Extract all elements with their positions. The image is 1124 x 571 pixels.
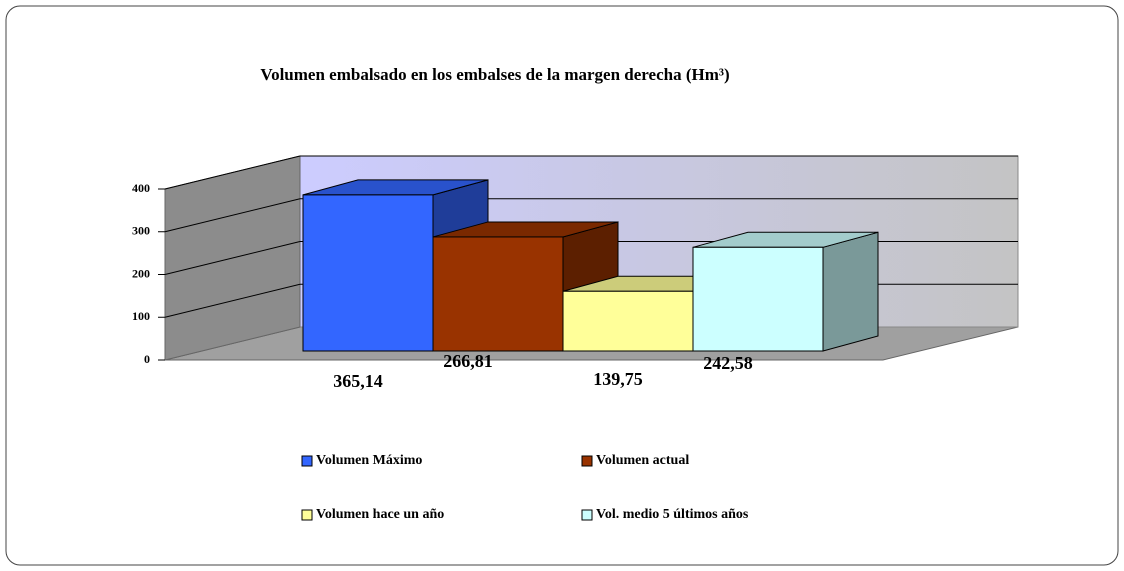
y-tick-label: 300 — [132, 224, 150, 238]
y-tick-label: 200 — [132, 266, 150, 280]
bar-side — [822, 231, 879, 352]
data-label: 139,75 — [593, 369, 643, 389]
legend-swatch — [301, 509, 313, 521]
y-tick-label: 100 — [132, 309, 150, 323]
bar — [562, 290, 694, 352]
legend-label: Volumen hace un año — [316, 507, 444, 522]
y-tick-label: 0 — [144, 352, 150, 366]
data-label: 242,58 — [703, 353, 753, 373]
chart-title: Volumen embalsado en los embalses de la … — [260, 65, 729, 84]
bar — [692, 246, 824, 352]
bar — [302, 194, 434, 352]
data-label: 365,14 — [333, 371, 383, 391]
y-tick-label: 400 — [132, 181, 150, 195]
data-label: 266,81 — [443, 351, 493, 371]
grid-line — [164, 155, 301, 190]
legend-label: Volumen Máximo — [316, 453, 422, 468]
bar — [432, 236, 564, 352]
legend-label: Volumen actual — [596, 453, 689, 468]
legend-swatch — [581, 509, 593, 521]
legend-swatch — [581, 455, 593, 467]
legend-swatch — [301, 455, 313, 467]
grid-line — [164, 283, 301, 318]
grid-line — [164, 198, 301, 233]
legend-label: Vol. medio 5 últimos años — [596, 507, 749, 522]
grid-line — [164, 241, 301, 275]
